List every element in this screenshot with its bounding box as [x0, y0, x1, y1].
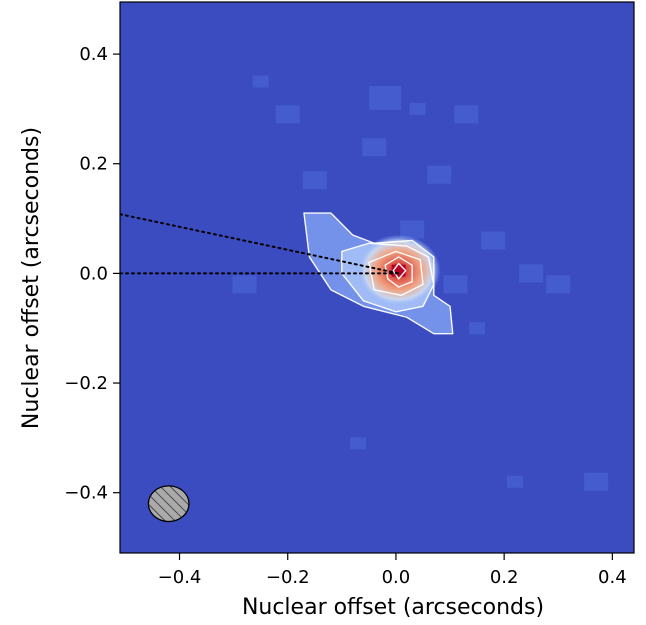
noise-speck [506, 475, 523, 488]
noise-speck [454, 105, 479, 124]
noise-speck [519, 264, 544, 283]
noise-speck [409, 102, 426, 115]
y-tick-label: 0.0 [79, 263, 108, 284]
x-tick-label: −0.4 [158, 567, 202, 588]
x-tick-label: 0.4 [598, 567, 627, 588]
noise-speck [400, 220, 425, 239]
dotted-line-2 [120, 213, 400, 275]
x-tick-label: −0.2 [266, 567, 310, 588]
contour-2 [341, 242, 435, 313]
contour-1 [303, 212, 454, 335]
noise-speck [369, 85, 402, 110]
dotted-lines [120, 213, 400, 275]
x-axis-label: Nuclear offset (arcseconds) [242, 595, 544, 620]
contour-lines [303, 212, 454, 335]
noise-speck [469, 322, 486, 335]
plot-area [119, 1, 635, 554]
noise-speck [252, 75, 269, 88]
noise-speck [275, 105, 300, 124]
noise-speck [232, 275, 257, 294]
noise-speck [350, 437, 367, 450]
y-tick-label: 0.4 [79, 44, 108, 65]
noise-speck [481, 231, 506, 250]
x-axis: −0.4 −0.2 0.0 0.2 0.4 [158, 553, 627, 588]
noise-speck [584, 472, 609, 491]
x-tick-label: 0.0 [382, 567, 411, 588]
beam-ellipse [147, 485, 190, 523]
noise-speck [427, 165, 452, 184]
y-axis-label: Nuclear offset (arcseconds) [19, 127, 44, 429]
noise-speck [546, 275, 571, 294]
y-tick-label: −0.4 [64, 483, 108, 504]
noise-speck [302, 171, 327, 190]
plot-frame [119, 1, 635, 554]
noise-speck [443, 275, 468, 294]
noise-speck [362, 138, 387, 157]
contour-3 [368, 250, 424, 297]
y-tick-label: 0.2 [79, 154, 108, 175]
y-tick-label: −0.2 [64, 373, 108, 394]
contour-5 [392, 262, 407, 280]
x-tick-label: 0.2 [490, 567, 519, 588]
y-axis: −0.4 −0.2 0.0 0.2 0.4 [64, 44, 120, 504]
heatmap-noise [232, 75, 609, 491]
contour-4 [384, 256, 413, 288]
